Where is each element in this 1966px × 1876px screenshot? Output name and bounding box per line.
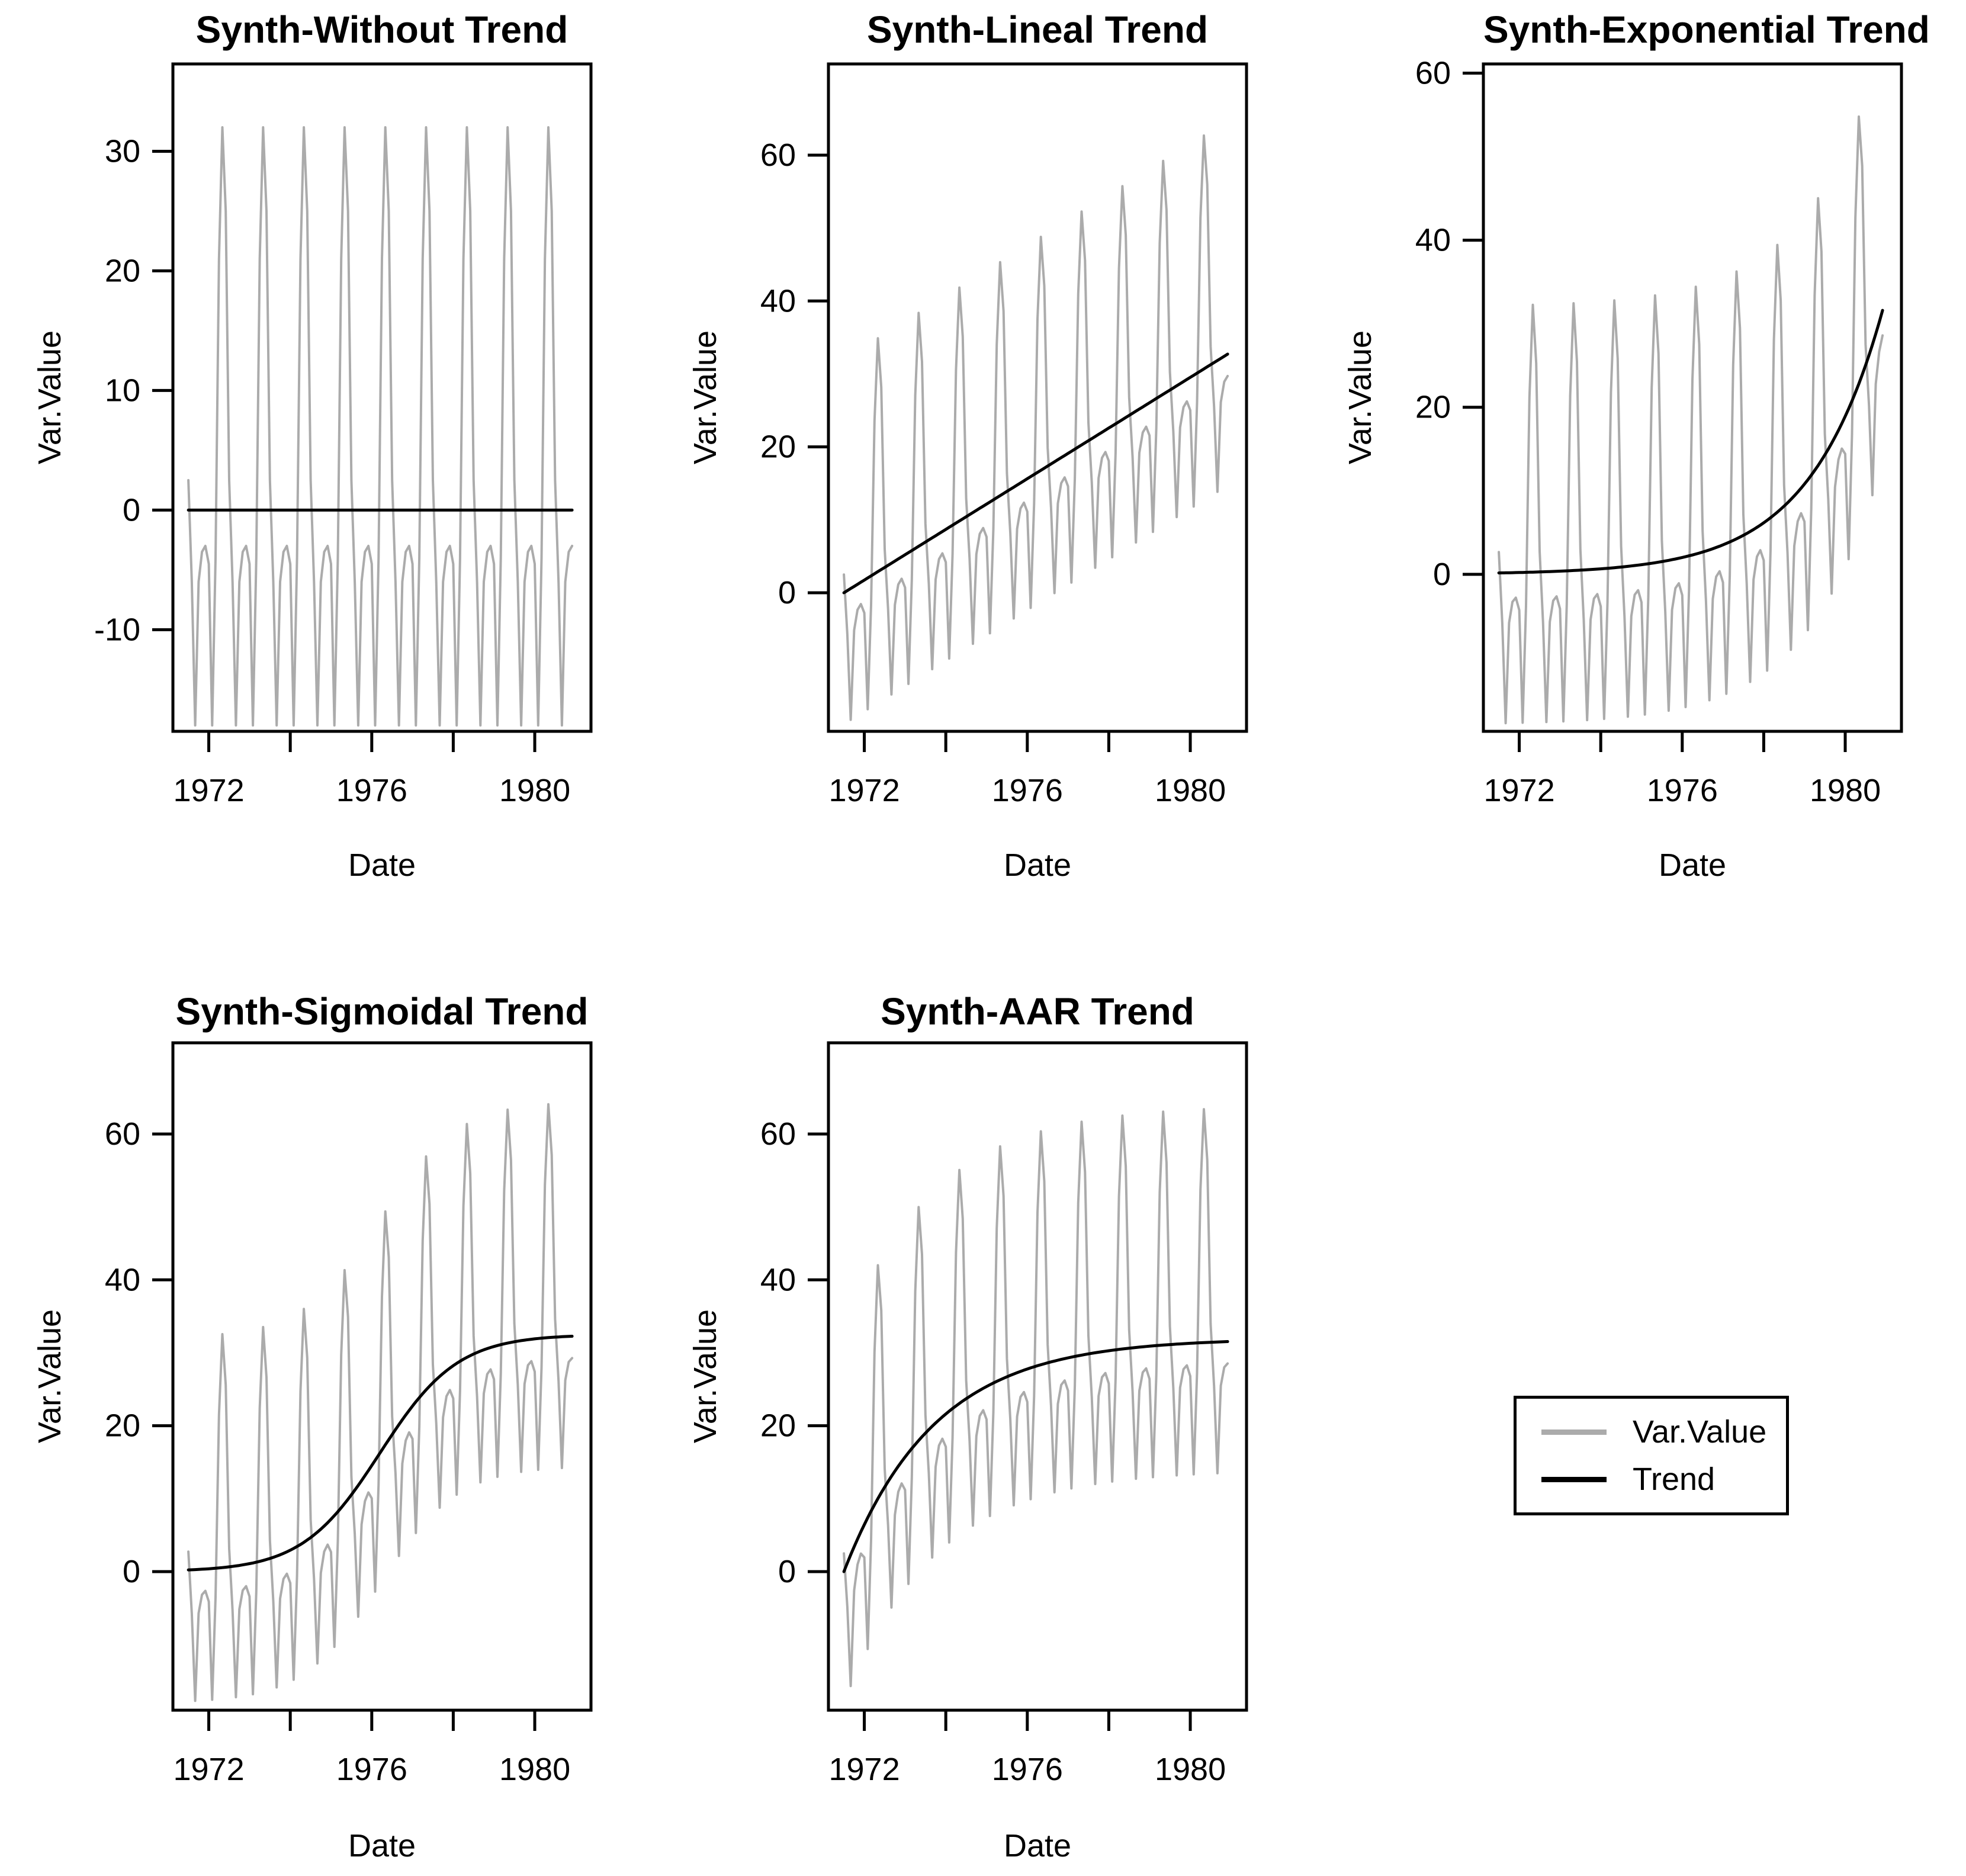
series-line-var-value — [187, 126, 574, 727]
y-tick-label: 60 — [1415, 56, 1451, 91]
x-axis-label: Date — [1003, 847, 1072, 883]
y-tick-label: 60 — [760, 1116, 796, 1152]
plot-border — [1482, 62, 1903, 733]
plot-border — [827, 62, 1248, 733]
plot-border — [171, 1041, 593, 1712]
plot-svg: -10 0 10 20 30 1972 1976 1980 — [94, 62, 593, 808]
plot-svg: 0 20 40 60 1972 1976 1980 — [760, 1041, 1248, 1787]
series-line-var-value — [187, 1103, 574, 1702]
x-tick-label: 1972 — [173, 773, 244, 808]
x-axis-label: Date — [348, 847, 416, 883]
series-line-var-value — [1498, 115, 1884, 725]
plot-svg: 0 20 40 60 1972 1976 1980 — [760, 62, 1248, 808]
y-tick-label: 60 — [105, 1116, 140, 1152]
y-tick-label: 40 — [760, 1262, 796, 1297]
y-tick-label: 40 — [1415, 223, 1451, 258]
panel-synth-aar-trend: Synth-AAR Trend Var.Value 0 20 40 60 1972 197… — [656, 938, 1311, 1876]
trend-line — [842, 352, 1229, 595]
trend-line — [187, 1335, 574, 1572]
y-tick-label: 40 — [105, 1262, 140, 1297]
y-tick-label: -10 — [94, 612, 140, 647]
legend-line-sample-trend — [1541, 1476, 1607, 1482]
y-tick-label: 0 — [123, 492, 140, 528]
x-tick-label: 1976 — [336, 773, 407, 808]
y-tick-label: 20 — [105, 253, 140, 288]
x-tick-label: 1972 — [173, 1752, 244, 1787]
x-axis-label: Date — [1003, 1828, 1072, 1864]
x-axis-label: Date — [348, 1828, 416, 1864]
y-tick-label: 10 — [105, 372, 140, 408]
y-tick-label: 0 — [123, 1554, 140, 1589]
panel-synth-sigmoidal-trend: Synth-Sigmoidal Trend Var.Value 0 20 40 60 1… — [0, 938, 656, 1876]
series-line-var-value — [843, 134, 1229, 721]
x-tick-label: 1980 — [1155, 773, 1226, 808]
legend-label: Trend — [1633, 1461, 1716, 1497]
y-tick-label: 60 — [760, 137, 796, 173]
y-tick-label: 0 — [1433, 557, 1451, 592]
x-axis-label: Date — [1658, 847, 1727, 883]
chart-title: Synth-Lineal Trend — [866, 8, 1209, 51]
chart-title: Synth-Sigmoidal Trend — [175, 990, 589, 1033]
trend-line — [842, 1340, 1229, 1573]
panel-synth-without-trend: Synth-Without Trend Var.Value -10 0 10 20 30… — [0, 0, 656, 938]
y-tick-label: 20 — [760, 429, 796, 465]
series-line-var-value — [843, 1108, 1229, 1688]
x-tick-label: 1976 — [1647, 773, 1718, 808]
y-tick-label: 40 — [760, 283, 796, 319]
y-tick-label: 20 — [105, 1408, 140, 1444]
x-tick-label: 1980 — [1155, 1752, 1226, 1787]
chart-title: Synth-AAR Trend — [881, 990, 1194, 1033]
legend-line-sample-var-value — [1541, 1429, 1607, 1435]
y-tick-label: 30 — [105, 133, 140, 169]
panel-synth-exponential-trend: Synth-Exponential Trend Var.Value 0 20 40 6… — [1310, 0, 1966, 938]
plot-svg: 0 20 40 60 1972 1976 1980 — [1415, 56, 1903, 808]
plot-border — [827, 1041, 1248, 1712]
y-tick-label: 20 — [760, 1408, 796, 1444]
chart-title: Synth-Without Trend — [195, 8, 568, 51]
plot-svg: 0 20 40 60 1972 1976 1980 — [105, 1041, 593, 1787]
trend-line — [1497, 309, 1884, 574]
x-tick-label: 1972 — [828, 773, 900, 808]
legend-label: Var.Value — [1633, 1414, 1767, 1450]
x-tick-label: 1972 — [1483, 773, 1554, 808]
legend-box: Var.Value Trend — [1514, 1396, 1789, 1515]
chart-title: Synth-Exponential Trend — [1483, 8, 1930, 51]
plot-border — [171, 62, 593, 733]
x-tick-label: 1972 — [828, 1752, 900, 1787]
x-tick-label: 1980 — [499, 1752, 570, 1787]
legend-row: Var.Value — [1517, 1414, 1786, 1450]
panel-synth-lineal-trend: Synth-Lineal Trend Var.Value 0 20 40 60 1972… — [656, 0, 1311, 938]
x-tick-label: 1980 — [1810, 773, 1881, 808]
x-tick-label: 1980 — [499, 773, 570, 808]
y-tick-label: 0 — [778, 575, 796, 611]
y-tick-label: 20 — [1415, 390, 1451, 425]
y-tick-label: 0 — [778, 1554, 796, 1589]
x-tick-label: 1976 — [336, 1752, 407, 1787]
x-tick-label: 1976 — [992, 773, 1063, 808]
x-tick-label: 1976 — [992, 1752, 1063, 1787]
legend-row: Trend — [1517, 1461, 1786, 1497]
